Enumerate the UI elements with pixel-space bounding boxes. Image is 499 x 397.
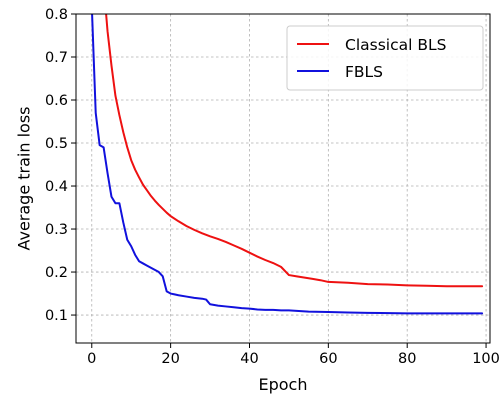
- series-line-fbls: [91, 14, 484, 315]
- legend-label-fbls: FBLS: [345, 63, 383, 81]
- y-tick-label: 0.5: [45, 136, 68, 152]
- x-tick-label: 60: [319, 351, 337, 367]
- x-tick-label: 80: [398, 351, 416, 367]
- x-tick-label: 0: [87, 351, 96, 367]
- y-tick-label: 0.3: [45, 222, 68, 238]
- legend: Classical BLS FBLS: [286, 25, 484, 91]
- y-tick-label: 0.2: [45, 265, 68, 281]
- axis-ticks: 0 20 40 60 80 100 0.1 0.2 0.3 0.4 0.5 0.6 0.7 0.8: [45, 7, 499, 367]
- series-line-classical-bls: [105, 14, 484, 288]
- y-tick-label: 0.1: [45, 308, 68, 324]
- y-tick-label: 0.4: [45, 179, 68, 195]
- y-tick-label: 0.7: [45, 50, 68, 66]
- plot-area: [91, 14, 484, 315]
- y-tick-label: 0.6: [45, 93, 68, 109]
- x-tick-label: 100: [472, 351, 499, 367]
- axes-frame: [75, 13, 491, 344]
- x-tick-label: 40: [240, 351, 258, 367]
- x-tick-label: 20: [161, 351, 179, 367]
- y-axis-label: Average train loss: [15, 106, 34, 250]
- legend-box: [286, 25, 484, 91]
- x-axis-label: Epoch: [259, 375, 308, 394]
- legend-label-classical-bls: Classical BLS: [345, 36, 446, 54]
- y-tick-label: 0.8: [45, 7, 68, 23]
